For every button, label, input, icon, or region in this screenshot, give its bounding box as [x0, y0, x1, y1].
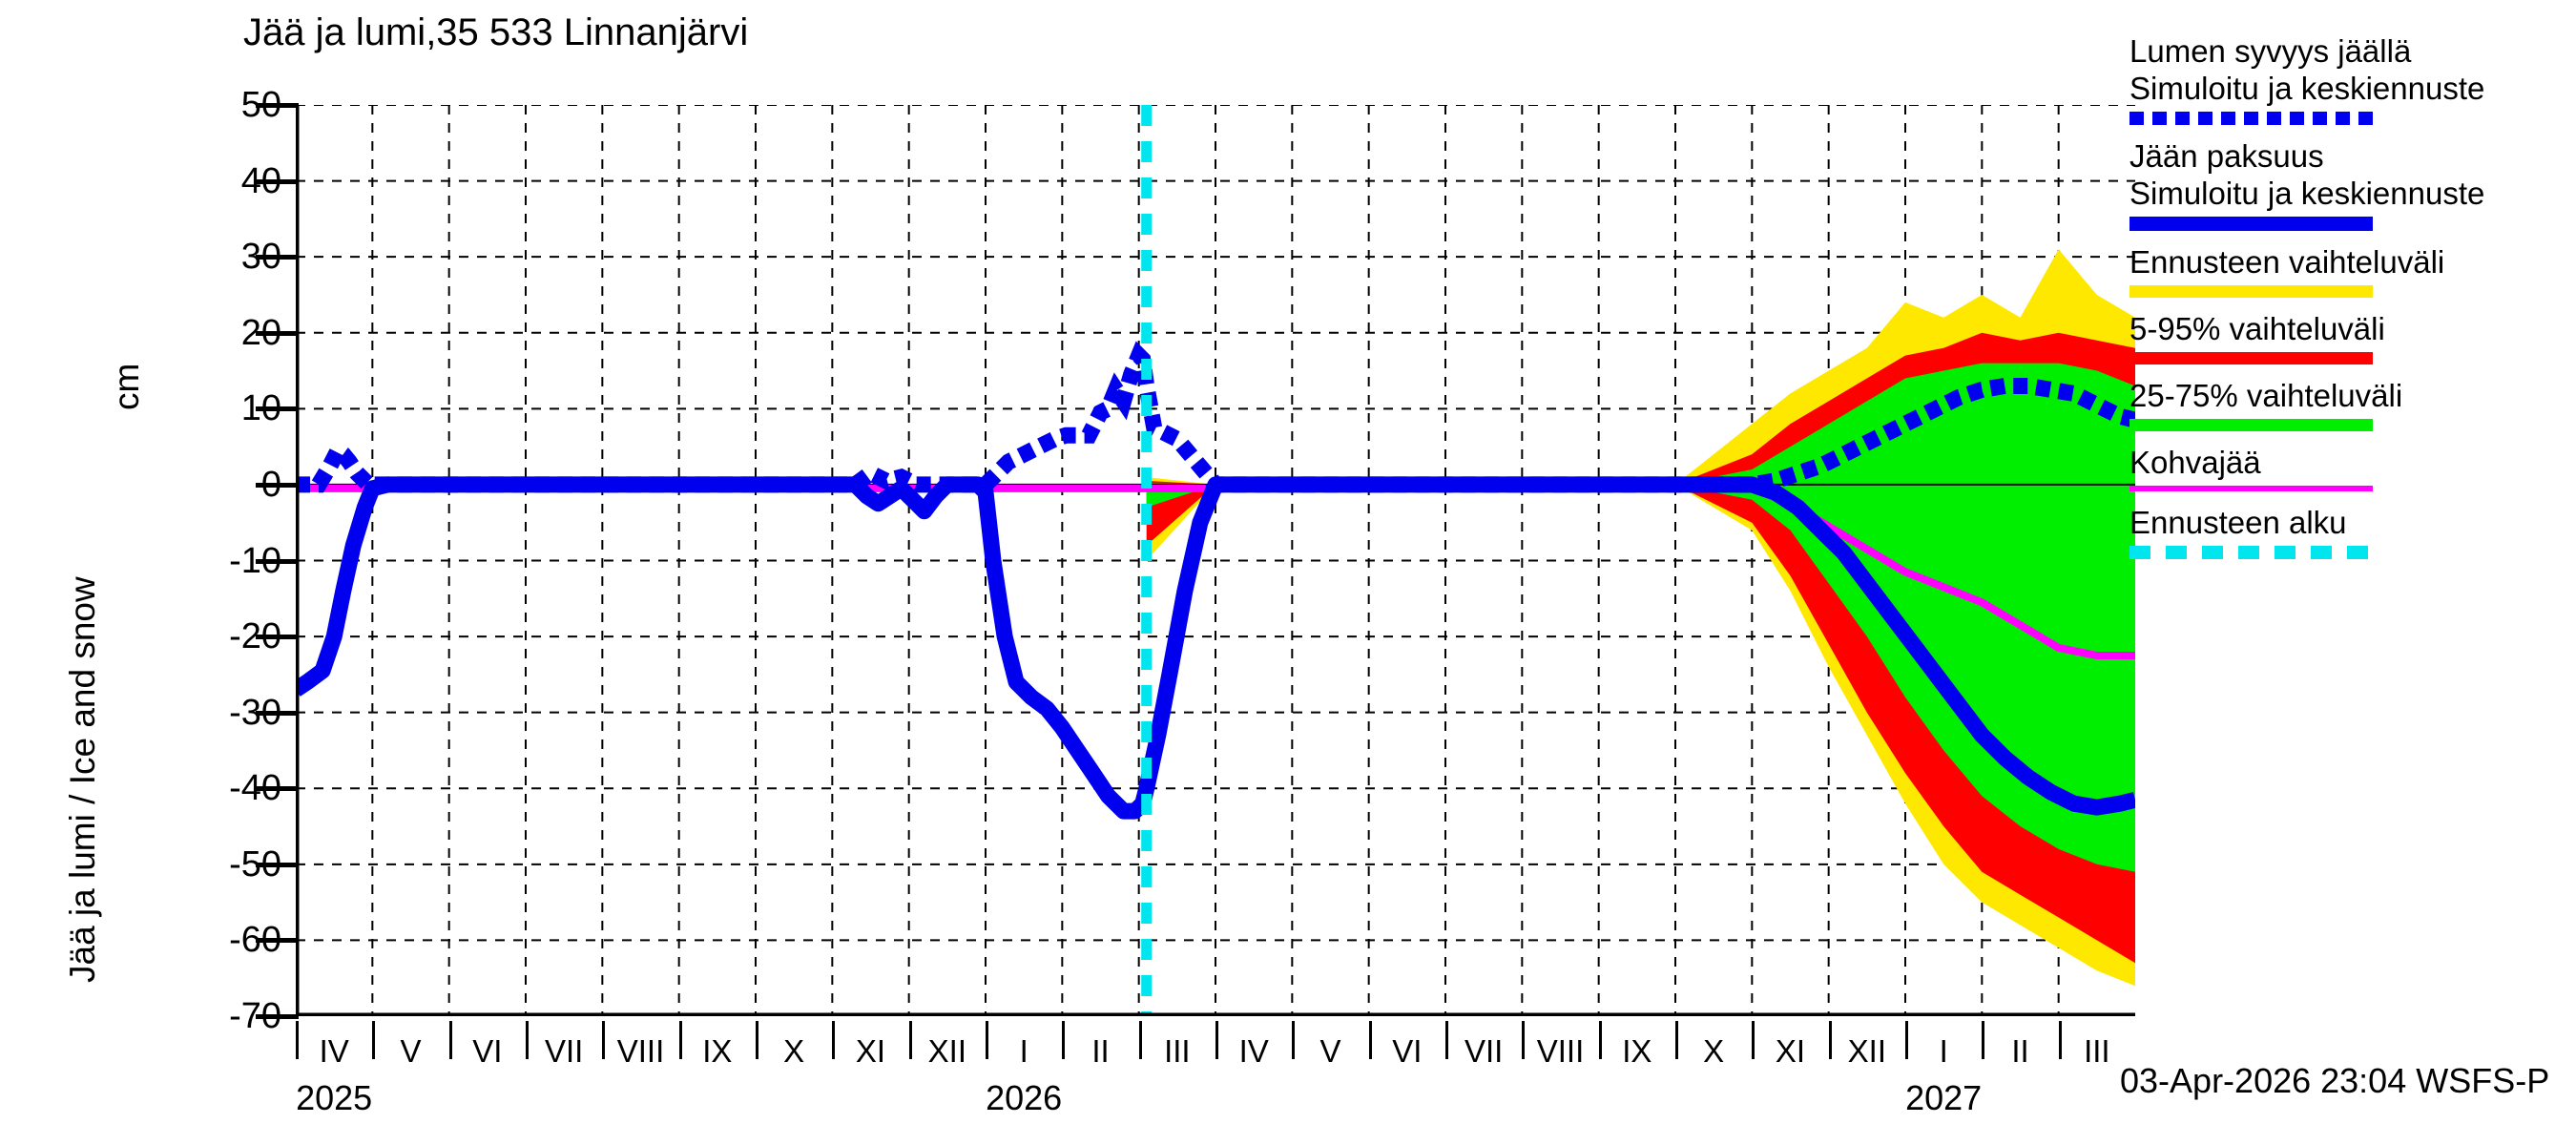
y-tick-mark: [256, 406, 299, 412]
x-tick-label: IX: [702, 1033, 733, 1069]
x-tick-mark: [1215, 1021, 1218, 1059]
x-tick-mark: [1752, 1021, 1755, 1059]
y-tick-mark: [256, 938, 299, 944]
y-tick-mark: [256, 103, 299, 108]
x-tick-label: VI: [472, 1033, 503, 1069]
x-tick-mark: [756, 1021, 758, 1059]
y-tick-mark: [256, 330, 299, 336]
legend-label: Lumen syvyys jäällä: [2129, 33, 2412, 69]
footer-timestamp: 03-Apr-2026 23:04 WSFS-P: [2120, 1061, 2550, 1100]
x-tick-mark: [1445, 1021, 1448, 1059]
legend-swatch-range-25-75: [2129, 419, 2373, 431]
x-tick-label: V: [1319, 1033, 1341, 1069]
x-tick-label: II: [1091, 1033, 1110, 1069]
x-tick-label: I: [1939, 1033, 1948, 1069]
legend-label: Ennusteen vaihteluväli: [2129, 244, 2445, 280]
y-axis-unit: cm: [107, 363, 146, 410]
chart-legend: Lumen syvyys jäällä Simuloitu ja keskienn…: [2129, 32, 2576, 572]
legend-label: 25-75% vaihteluväli: [2129, 378, 2403, 413]
legend-swatch-forecast-range: [2129, 285, 2373, 298]
y-tick-mark: [256, 558, 299, 564]
plot-area: [296, 105, 2135, 1016]
x-tick-label: III: [2084, 1033, 2110, 1069]
x-tick-mark: [526, 1021, 529, 1059]
x-tick-label: XII: [1847, 1033, 1886, 1069]
y-tick-mark: [256, 786, 299, 792]
x-tick-mark: [1368, 1021, 1372, 1059]
x-tick-label: VII: [1464, 1033, 1504, 1069]
y-tick-mark: [256, 482, 299, 488]
x-tick-label: III: [1164, 1033, 1191, 1069]
chart-canvas: [296, 105, 2135, 1016]
x-tick-label: XI: [1775, 1033, 1806, 1069]
legend-label: Kohvajää: [2129, 445, 2261, 480]
x-axis-year-label: 2026: [986, 1078, 1063, 1117]
x-tick-label: IV: [1238, 1033, 1269, 1069]
y-tick-mark: [256, 710, 299, 716]
legend-label: Jään paksuus: [2129, 138, 2324, 174]
legend-sublabel: Simuloitu ja keskiennuste: [2129, 71, 2485, 106]
x-tick-mark: [1522, 1021, 1526, 1059]
x-tick-mark: [372, 1021, 376, 1059]
x-tick-mark: [908, 1021, 912, 1059]
x-tick-label: IV: [319, 1033, 349, 1069]
legend-item-ice-thickness[interactable]: Jään paksuus Simuloitu ja keskiennuste: [2129, 137, 2576, 231]
x-tick-mark: [602, 1021, 606, 1059]
x-tick-label: V: [400, 1033, 422, 1069]
x-tick-mark: [2058, 1021, 2062, 1059]
legend-swatch-forecast-start: [2129, 546, 2373, 559]
x-tick-mark: [1675, 1021, 1678, 1059]
y-tick-mark: [256, 1014, 299, 1019]
legend-sublabel: Simuloitu ja keskiennuste: [2129, 176, 2485, 211]
x-tick-label: X: [1703, 1033, 1725, 1069]
x-tick-label: VII: [544, 1033, 584, 1069]
x-axis-year-label: 2025: [296, 1078, 373, 1117]
x-tick-label: VIII: [1536, 1033, 1585, 1069]
x-tick-mark: [832, 1021, 836, 1059]
x-tick-mark: [1062, 1021, 1066, 1059]
y-tick-mark: [256, 255, 299, 260]
x-tick-mark: [1828, 1021, 1832, 1059]
x-tick-label: VI: [1392, 1033, 1423, 1069]
y-tick-mark: [256, 862, 299, 867]
legend-item-forecast-start[interactable]: Ennusteen alku: [2129, 504, 2576, 559]
x-tick-mark: [678, 1021, 682, 1059]
x-tick-label: XI: [855, 1033, 886, 1069]
x-tick-label: I: [1019, 1033, 1028, 1069]
x-axis-year-label: 2027: [1905, 1078, 1983, 1117]
x-tick-mark: [296, 1021, 299, 1059]
x-tick-label: X: [783, 1033, 805, 1069]
page-title: Jää ja lumi,35 533 Linnanjärvi: [243, 11, 749, 53]
x-tick-label: IX: [1622, 1033, 1652, 1069]
legend-item-forecast-range[interactable]: Ennusteen vaihteluväli: [2129, 243, 2576, 298]
y-tick-mark: [256, 178, 299, 184]
x-tick-mark: [1982, 1021, 1985, 1059]
legend-swatch-slush-ice: [2129, 486, 2373, 491]
legend-swatch-range-5-95: [2129, 352, 2373, 364]
legend-item-snow-depth-on-ice[interactable]: Lumen syvyys jäällä Simuloitu ja keskienn…: [2129, 32, 2576, 125]
y-axis-label: Jää ja lumi / Ice and snow: [63, 576, 102, 983]
snow-depth-line: [296, 341, 2135, 493]
x-tick-mark: [448, 1021, 452, 1059]
legend-swatch-snow-depth-on-ice: [2129, 112, 2373, 125]
x-tick-label: II: [2011, 1033, 2029, 1069]
x-tick-mark: [1292, 1021, 1296, 1059]
x-tick-mark: [1138, 1021, 1142, 1059]
legend-item-slush-ice[interactable]: Kohvajää: [2129, 444, 2576, 491]
x-tick-mark: [1905, 1021, 1908, 1059]
legend-label: Ennusteen alku: [2129, 505, 2347, 540]
x-tick-mark: [1598, 1021, 1602, 1059]
legend-swatch-ice-thickness: [2129, 217, 2373, 231]
legend-item-range-5-95[interactable]: 5-95% vaihteluväli: [2129, 310, 2576, 364]
legend-label: 5-95% vaihteluväli: [2129, 311, 2385, 346]
x-tick-label: VIII: [616, 1033, 665, 1069]
x-tick-mark: [986, 1021, 988, 1059]
y-tick-mark: [256, 635, 299, 640]
legend-item-range-25-75[interactable]: 25-75% vaihteluväli: [2129, 377, 2576, 431]
x-tick-label: XII: [927, 1033, 966, 1069]
forecast-bands: [1146, 249, 2135, 987]
